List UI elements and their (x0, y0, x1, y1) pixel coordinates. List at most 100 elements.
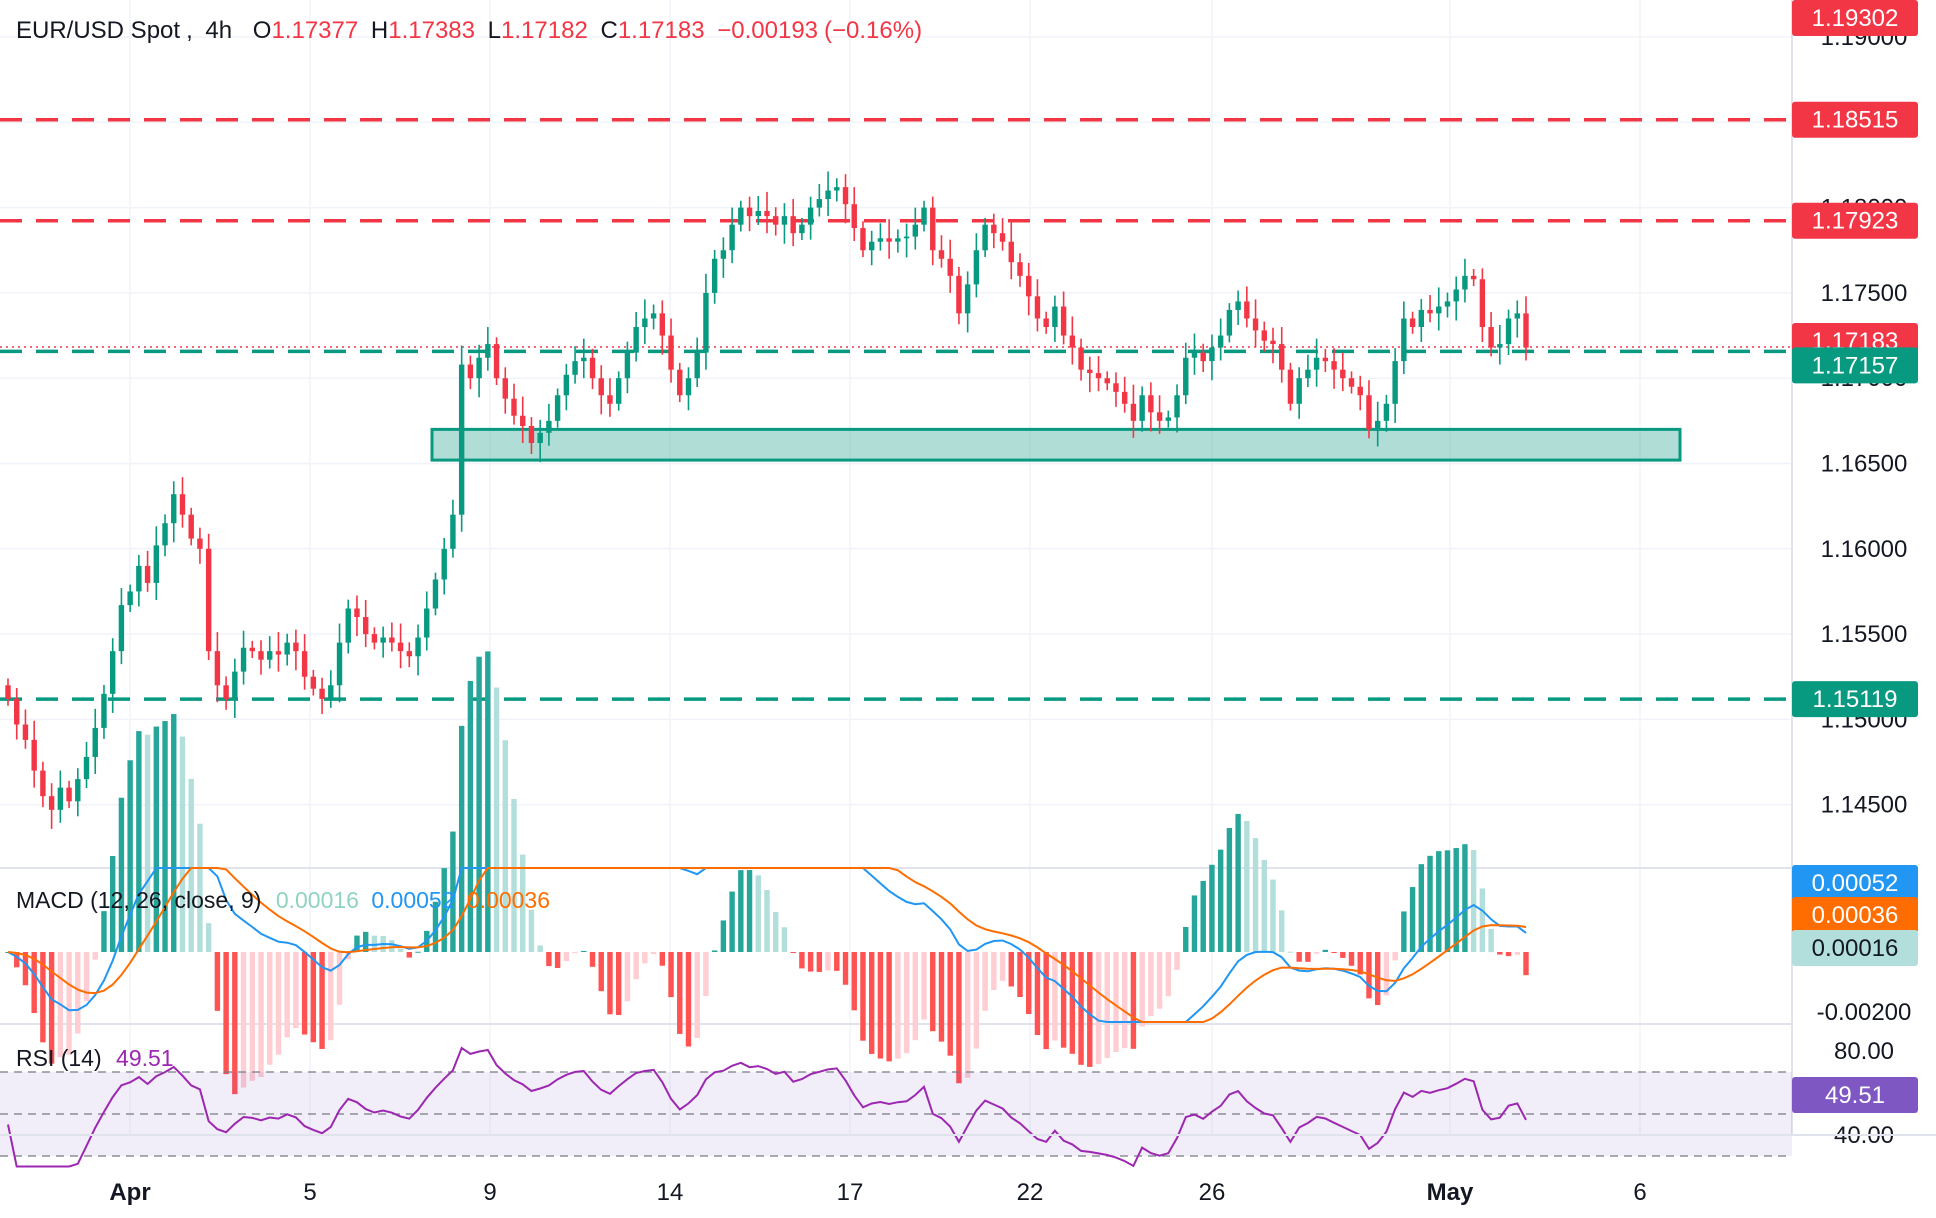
candle (790, 199, 796, 247)
candle-body (746, 207, 753, 217)
candle-body (389, 637, 395, 643)
macd-histogram-bar (144, 734, 151, 952)
price-tick-label: 1.17500 (1821, 280, 1908, 307)
macd-histogram-bar (615, 952, 622, 1015)
candle-body (1366, 395, 1372, 430)
candle (354, 595, 360, 637)
candle (1034, 279, 1041, 332)
macd-histogram-bar (1305, 952, 1311, 962)
macd-histogram-bar (205, 923, 212, 952)
candle-body (685, 378, 692, 396)
macd-histogram-bar (1348, 952, 1355, 966)
candle (659, 300, 666, 355)
macd-histogram-bar (1148, 952, 1154, 1017)
macd-histogram-bar (773, 911, 779, 952)
candle-body (397, 642, 404, 652)
price-badge-bg (1792, 0, 1918, 36)
macd-histogram-bar (1244, 820, 1250, 952)
candle-body (1479, 279, 1486, 328)
candle (441, 537, 447, 595)
candle (912, 207, 919, 250)
macd-histogram-bar (66, 952, 72, 1055)
candle (188, 507, 194, 546)
macd-histogram-bar (903, 952, 910, 1054)
candle-body (136, 565, 142, 592)
candle (424, 591, 430, 651)
candle (1322, 348, 1329, 373)
candle (136, 554, 142, 607)
candle-body (1488, 327, 1494, 348)
candle (729, 207, 735, 264)
candle (1505, 309, 1512, 355)
candle-body (1279, 344, 1285, 370)
candle-body (1104, 378, 1110, 384)
macd-histogram-bar (197, 823, 203, 952)
candle-body (92, 727, 98, 757)
macd-histogram-bar (1313, 952, 1320, 954)
candle-body (1060, 306, 1067, 336)
candle-body (14, 698, 20, 725)
candle-body (528, 425, 535, 444)
macd-histogram-bar (1104, 952, 1110, 1058)
macd-histogram-bar (711, 950, 718, 952)
candle (249, 640, 255, 658)
candle (83, 741, 90, 788)
candle (1060, 291, 1067, 345)
candle (258, 640, 264, 675)
candle (1305, 354, 1311, 388)
candle-body (345, 608, 351, 643)
candle (773, 207, 779, 236)
macd-histogram-bar (546, 952, 552, 967)
candle (1165, 410, 1172, 428)
candle-body (1174, 395, 1180, 418)
macd-histogram-bar (258, 952, 264, 1078)
macd-histogram-bar (947, 952, 953, 1056)
change-percent: (−0.16%) (824, 17, 923, 44)
candle-body (589, 357, 596, 379)
macd-histogram-bar (1165, 952, 1172, 997)
candle (520, 396, 526, 444)
candle (232, 658, 238, 719)
macd-histogram-bar (310, 952, 317, 1043)
candle-body (1139, 395, 1145, 421)
candle-body (659, 313, 666, 336)
candle (973, 233, 980, 298)
candle-body (197, 538, 203, 549)
candle-body (1523, 313, 1529, 348)
candle-body (991, 224, 997, 234)
macd-histogram-bar (642, 952, 648, 964)
macd-histogram-bar (1034, 952, 1041, 1036)
candle-body (1148, 395, 1154, 413)
candle-body (1043, 318, 1049, 328)
macd-histogram-bar (799, 952, 805, 969)
macd-histogram-bar (1488, 928, 1494, 952)
candle (1462, 258, 1468, 303)
candle-body (895, 238, 901, 242)
macd-histogram-bar (668, 952, 674, 998)
macd-histogram-bar (598, 952, 604, 992)
macd-histogram-bar (284, 952, 290, 1038)
support-zone-rect (430, 427, 1682, 462)
candle-body (973, 250, 980, 285)
candle-body (1287, 369, 1294, 404)
macd-histogram-bar (589, 952, 596, 967)
candle-body (1340, 369, 1346, 379)
macd-histogram-bar (999, 952, 1006, 981)
macd-title: MACD (12, 26, close, 9) (16, 887, 262, 913)
macd-histogram-bar (816, 952, 823, 972)
candle-body (118, 605, 125, 652)
candle (991, 213, 997, 249)
candle-body (441, 548, 447, 580)
macd-histogram-bar (1462, 844, 1468, 952)
candle-body (101, 693, 107, 728)
candle (1226, 303, 1233, 343)
candle-body (301, 651, 308, 677)
candle-body (485, 344, 491, 358)
macd-histogram-bar (109, 856, 116, 952)
macd-histogram-bar (493, 687, 500, 952)
candle (1470, 269, 1477, 287)
candle-body (1313, 357, 1320, 370)
candle-body (1078, 347, 1084, 370)
candle-body (790, 216, 796, 234)
